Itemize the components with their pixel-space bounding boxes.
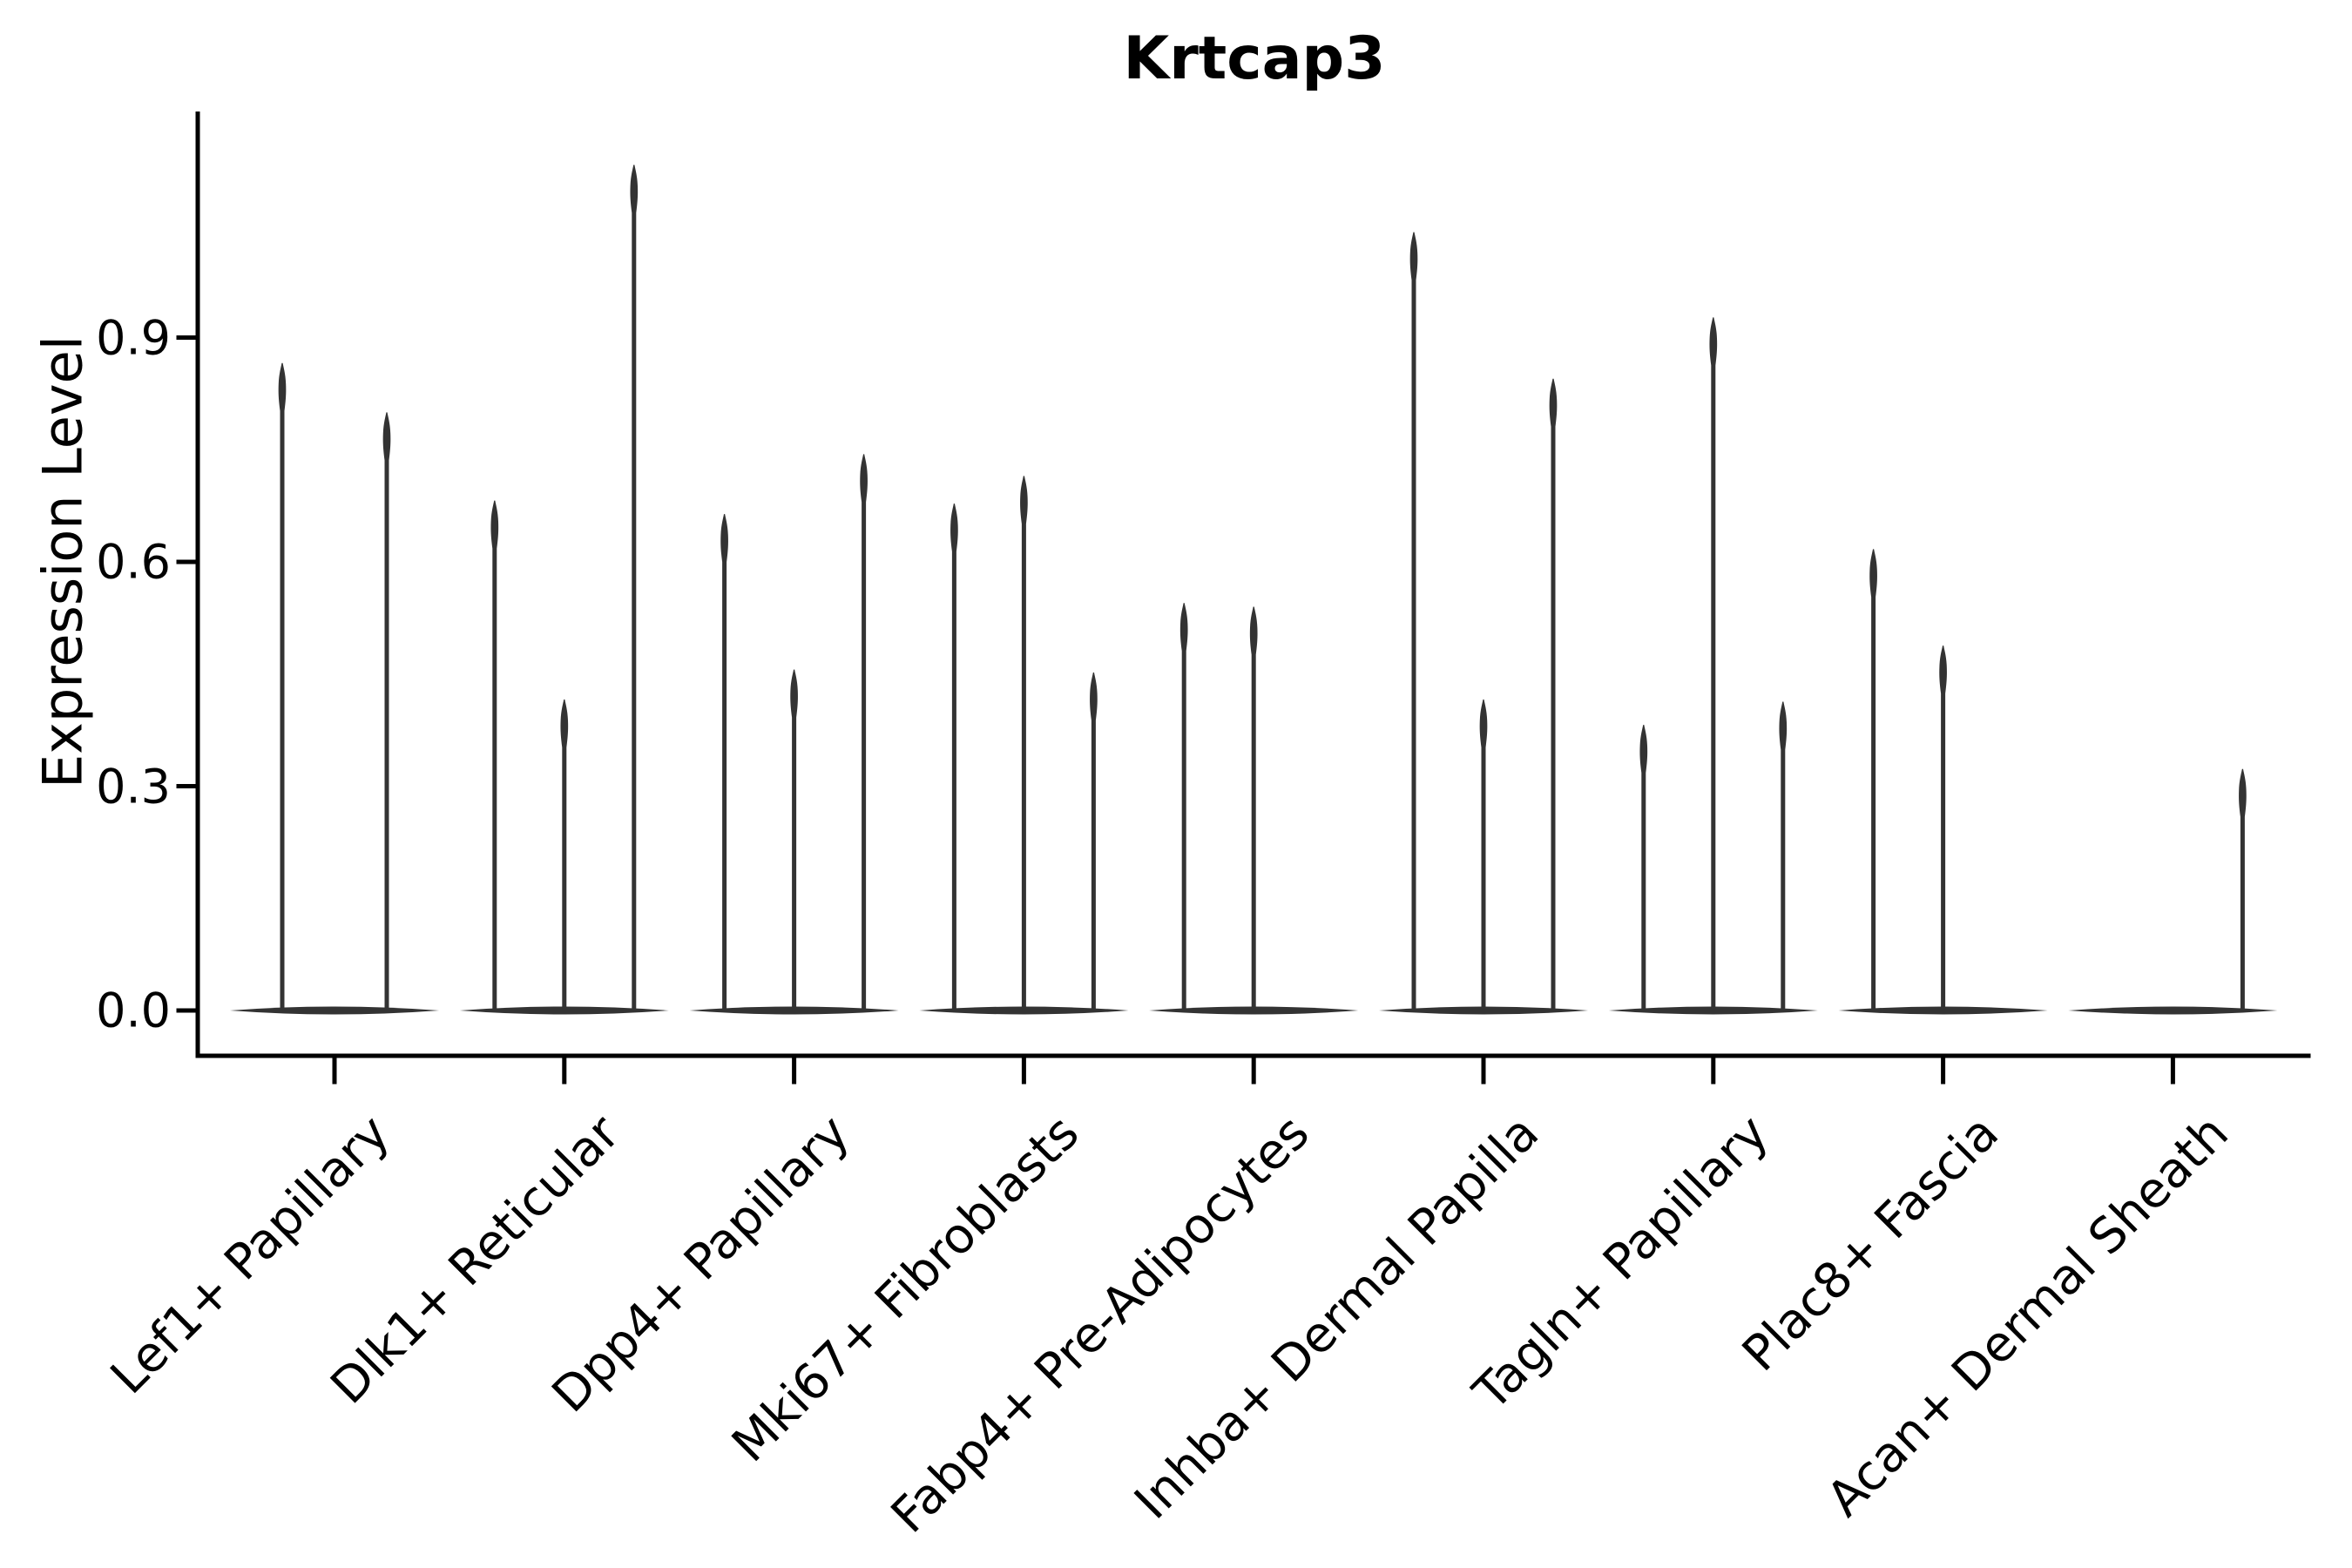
violin-glyph [1549,378,1558,1009]
violin-glyph [1179,603,1188,1009]
y-axis-spine [195,112,200,1058]
violin-base [1608,1006,1818,1015]
y-tick-mark [176,784,196,789]
y-tick-label: 0.6 [96,534,171,590]
violin-base [1149,1006,1359,1015]
violin-glyph [790,669,798,1009]
violin-glyph [1709,317,1718,1009]
violin-glyph [382,412,391,1009]
violin-glyph [1869,549,1877,1009]
x-tick-mark [562,1058,567,1085]
x-axis-spine [195,1053,2311,1058]
violin-glyph [1939,645,1947,1009]
x-tick-mark [1941,1058,1946,1085]
x-tick-mark [1251,1058,1256,1085]
y-tick-mark [176,559,196,564]
y-tick-label: 0.9 [96,310,171,366]
chart-title: Krtcap3 [1123,24,1386,93]
violin-glyph [278,362,287,1010]
y-tick-label: 0.0 [96,983,171,1038]
violin-glyph [1779,701,1788,1009]
violin-glyph [490,500,499,1009]
violin-base [689,1006,899,1015]
violin-glyph [1090,672,1098,1009]
x-tick-mark [1481,1058,1486,1085]
x-tick-mark [1021,1058,1026,1085]
y-tick-label: 0.3 [96,759,171,814]
x-tick-mark [332,1058,337,1085]
y-tick-mark [176,1008,196,1013]
x-tick-mark [1711,1058,1716,1085]
violin-base [459,1006,669,1015]
violin-base [1379,1006,1588,1015]
violin-glyph [720,514,728,1009]
x-tick-mark [792,1058,797,1085]
violin-glyph [1639,725,1648,1009]
violin-base [2068,1006,2278,1015]
violin-base [1838,1006,2048,1015]
violin-glyph [560,699,569,1009]
violin-glyph [1479,699,1488,1009]
violin-glyph [1249,606,1258,1009]
violin-glyph [2239,768,2247,1009]
violin-glyph [1409,232,1418,1009]
violin-base [230,1006,439,1015]
violin-glyph [860,454,868,1009]
violin-glyph [950,504,958,1009]
violin-glyph [1020,476,1028,1009]
violin-glyph [630,165,639,1009]
y-tick-mark [176,335,196,341]
x-tick-mark [2170,1058,2175,1085]
violin-base [919,1006,1129,1015]
